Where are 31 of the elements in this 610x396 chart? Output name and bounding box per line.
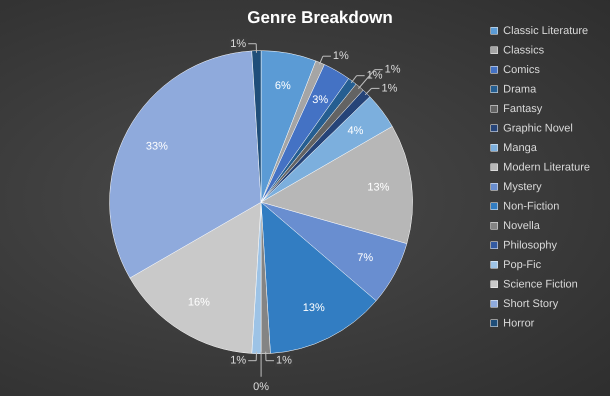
- data-label: 33%: [146, 140, 168, 152]
- data-label: 1%: [230, 38, 246, 50]
- legend-label: Classic Literature: [503, 24, 588, 37]
- legend-label: Comics: [503, 64, 540, 76]
- chart-title: Genre Breakdown: [247, 8, 393, 27]
- legend-label: Science Fiction: [503, 278, 578, 290]
- legend-label: Drama: [503, 83, 538, 96]
- data-label: 1%: [230, 354, 246, 367]
- data-label: 1%: [384, 64, 401, 76]
- legend-label: Graphic Novel: [503, 122, 573, 134]
- data-label: 4%: [347, 124, 364, 137]
- data-label: 3%: [312, 94, 328, 106]
- legend-label: Classics: [503, 44, 545, 56]
- data-label: 1%: [332, 50, 350, 62]
- legend-label: Manga: [503, 142, 538, 154]
- legend-label: Novella: [503, 220, 541, 232]
- legend-label: Philosophy: [503, 239, 558, 252]
- legend-label: Mystery: [503, 180, 542, 193]
- data-label: 1%: [276, 354, 292, 367]
- legend-label: Pop-Fic: [503, 258, 542, 271]
- legend-label: Modern Literature: [503, 161, 590, 174]
- data-label: 13%: [302, 302, 325, 314]
- legend-label: Short Story: [503, 298, 559, 310]
- data-label: 6%: [274, 80, 291, 92]
- legend-label: Fantasy: [503, 102, 543, 115]
- text: 0%: [253, 380, 270, 393]
- legend-label: Non-Fiction: [503, 200, 560, 212]
- data-label: 1%: [381, 82, 398, 94]
- data-label: 13%: [367, 182, 390, 194]
- legend-label: Horror: [503, 317, 535, 330]
- data-label: 7%: [357, 252, 374, 264]
